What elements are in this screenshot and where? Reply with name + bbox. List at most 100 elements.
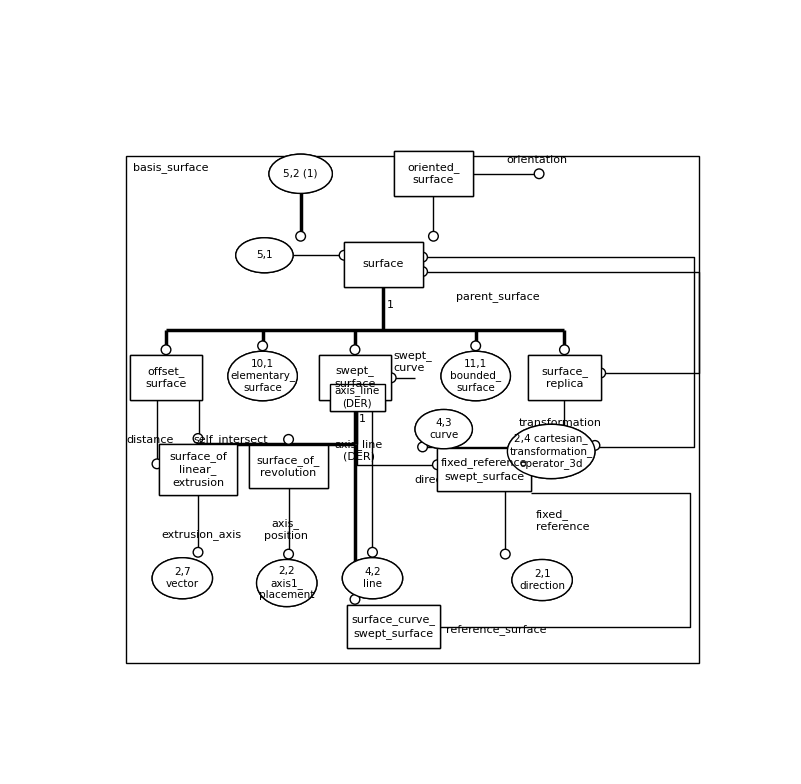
Text: 2,4 cartesian_
transformation_
operator_3d: 2,4 cartesian_ transformation_ operator_… [509,434,593,470]
Ellipse shape [269,154,332,194]
Text: fixed_
reference: fixed_ reference [536,509,590,532]
Text: 11,1
bounded_
surface: 11,1 bounded_ surface [450,359,501,393]
Ellipse shape [441,351,510,401]
Ellipse shape [342,557,403,599]
Text: surface_curve_
swept_surface: surface_curve_ swept_surface [352,615,436,639]
Ellipse shape [512,560,572,601]
Ellipse shape [235,238,293,273]
Text: 4,2
line: 4,2 line [363,568,382,589]
Text: swept_
surface: swept_ surface [334,366,376,389]
Text: basis_surface: basis_surface [133,162,208,172]
Ellipse shape [256,560,317,607]
FancyBboxPatch shape [330,383,384,411]
Circle shape [439,437,449,447]
Ellipse shape [269,154,332,194]
Circle shape [429,231,438,241]
Text: 2,2
axis1_
placement: 2,2 axis1_ placement [259,566,315,600]
Ellipse shape [507,424,595,478]
Text: distance: distance [127,434,174,445]
Text: 4,3
curve: 4,3 curve [429,419,458,440]
FancyBboxPatch shape [330,383,384,411]
FancyBboxPatch shape [126,156,699,662]
Text: swept_
curve: swept_ curve [393,351,433,373]
Text: extrusion_axis: extrusion_axis [162,529,242,540]
Circle shape [386,373,396,383]
Text: surface_of
linear_
extrusion: surface_of linear_ extrusion [169,452,227,488]
Text: 11,1
bounded_
surface: 11,1 bounded_ surface [450,359,501,393]
FancyBboxPatch shape [437,448,531,492]
Text: surface: surface [363,260,404,270]
Ellipse shape [152,557,212,599]
Ellipse shape [507,424,595,478]
Circle shape [418,267,428,277]
Text: transformation: transformation [519,419,602,428]
Circle shape [195,459,204,469]
FancyBboxPatch shape [528,355,601,401]
FancyBboxPatch shape [130,355,202,401]
FancyBboxPatch shape [319,355,391,401]
Text: 2,4 cartesian_
transformation_
operator_3d: 2,4 cartesian_ transformation_ operator_… [509,434,593,470]
Text: 5,1: 5,1 [256,250,272,260]
Text: 5,1: 5,1 [256,250,272,260]
Text: offset_
surface: offset_ surface [145,366,187,390]
Text: self_intersect: self_intersect [193,434,268,445]
Text: 4,2
line: 4,2 line [363,568,382,589]
Circle shape [560,345,570,354]
Circle shape [193,434,203,443]
Text: surface: surface [363,260,404,270]
Text: 5,2 (1): 5,2 (1) [284,169,318,179]
Circle shape [258,341,268,350]
Circle shape [161,345,171,354]
Text: 1: 1 [387,300,394,310]
FancyBboxPatch shape [249,445,328,488]
Circle shape [418,442,428,452]
Circle shape [340,250,349,260]
FancyBboxPatch shape [394,151,473,197]
Circle shape [284,434,293,445]
Ellipse shape [152,557,212,599]
FancyBboxPatch shape [394,151,473,197]
Text: directrix: directrix [536,452,582,461]
Text: oriented_
surface: oriented_ surface [407,162,460,186]
Circle shape [193,547,203,557]
Circle shape [501,550,510,559]
FancyBboxPatch shape [347,604,441,648]
Text: 2,1
direction: 2,1 direction [519,569,566,591]
FancyBboxPatch shape [528,355,601,401]
Text: offset_
surface: offset_ surface [145,366,187,390]
Circle shape [590,441,600,450]
Text: oriented_
surface: oriented_ surface [407,162,460,186]
Circle shape [368,547,377,557]
Text: axis_line
(DER): axis_line (DER) [335,386,380,408]
Circle shape [350,594,360,604]
Text: surface_of
linear_
extrusion: surface_of linear_ extrusion [169,452,227,488]
Circle shape [534,169,544,179]
Text: 2,1
direction: 2,1 direction [519,569,566,591]
Text: surface_
replica: surface_ replica [541,366,588,390]
Text: fixed_reference
swept_surface: fixed_reference swept_surface [441,457,527,481]
Text: axis_line
(DER): axis_line (DER) [335,386,380,408]
FancyBboxPatch shape [437,448,531,492]
Text: parent_surface: parent_surface [456,291,539,302]
Text: directrix: directrix [414,475,461,485]
FancyBboxPatch shape [130,355,202,401]
Text: 10,1
elementary_
surface: 10,1 elementary_ surface [230,359,296,393]
Text: 10,1
elementary_
surface: 10,1 elementary_ surface [230,359,296,393]
Text: 1: 1 [359,413,365,423]
Text: fixed_reference
swept_surface: fixed_reference swept_surface [441,457,527,481]
FancyBboxPatch shape [347,604,441,648]
Text: 5,2 (1): 5,2 (1) [284,169,318,179]
Circle shape [418,252,428,262]
FancyBboxPatch shape [344,241,423,287]
Text: 4,3
curve: 4,3 curve [429,419,458,440]
Ellipse shape [235,238,293,273]
Circle shape [350,345,360,354]
Ellipse shape [441,351,510,401]
Circle shape [284,550,293,559]
Text: surface_of_
revolution: surface_of_ revolution [257,455,320,478]
Ellipse shape [228,351,297,401]
FancyBboxPatch shape [159,444,237,495]
Text: swept_
surface: swept_ surface [334,366,376,389]
Circle shape [471,341,481,350]
Text: 2,7
vector: 2,7 vector [166,568,199,589]
